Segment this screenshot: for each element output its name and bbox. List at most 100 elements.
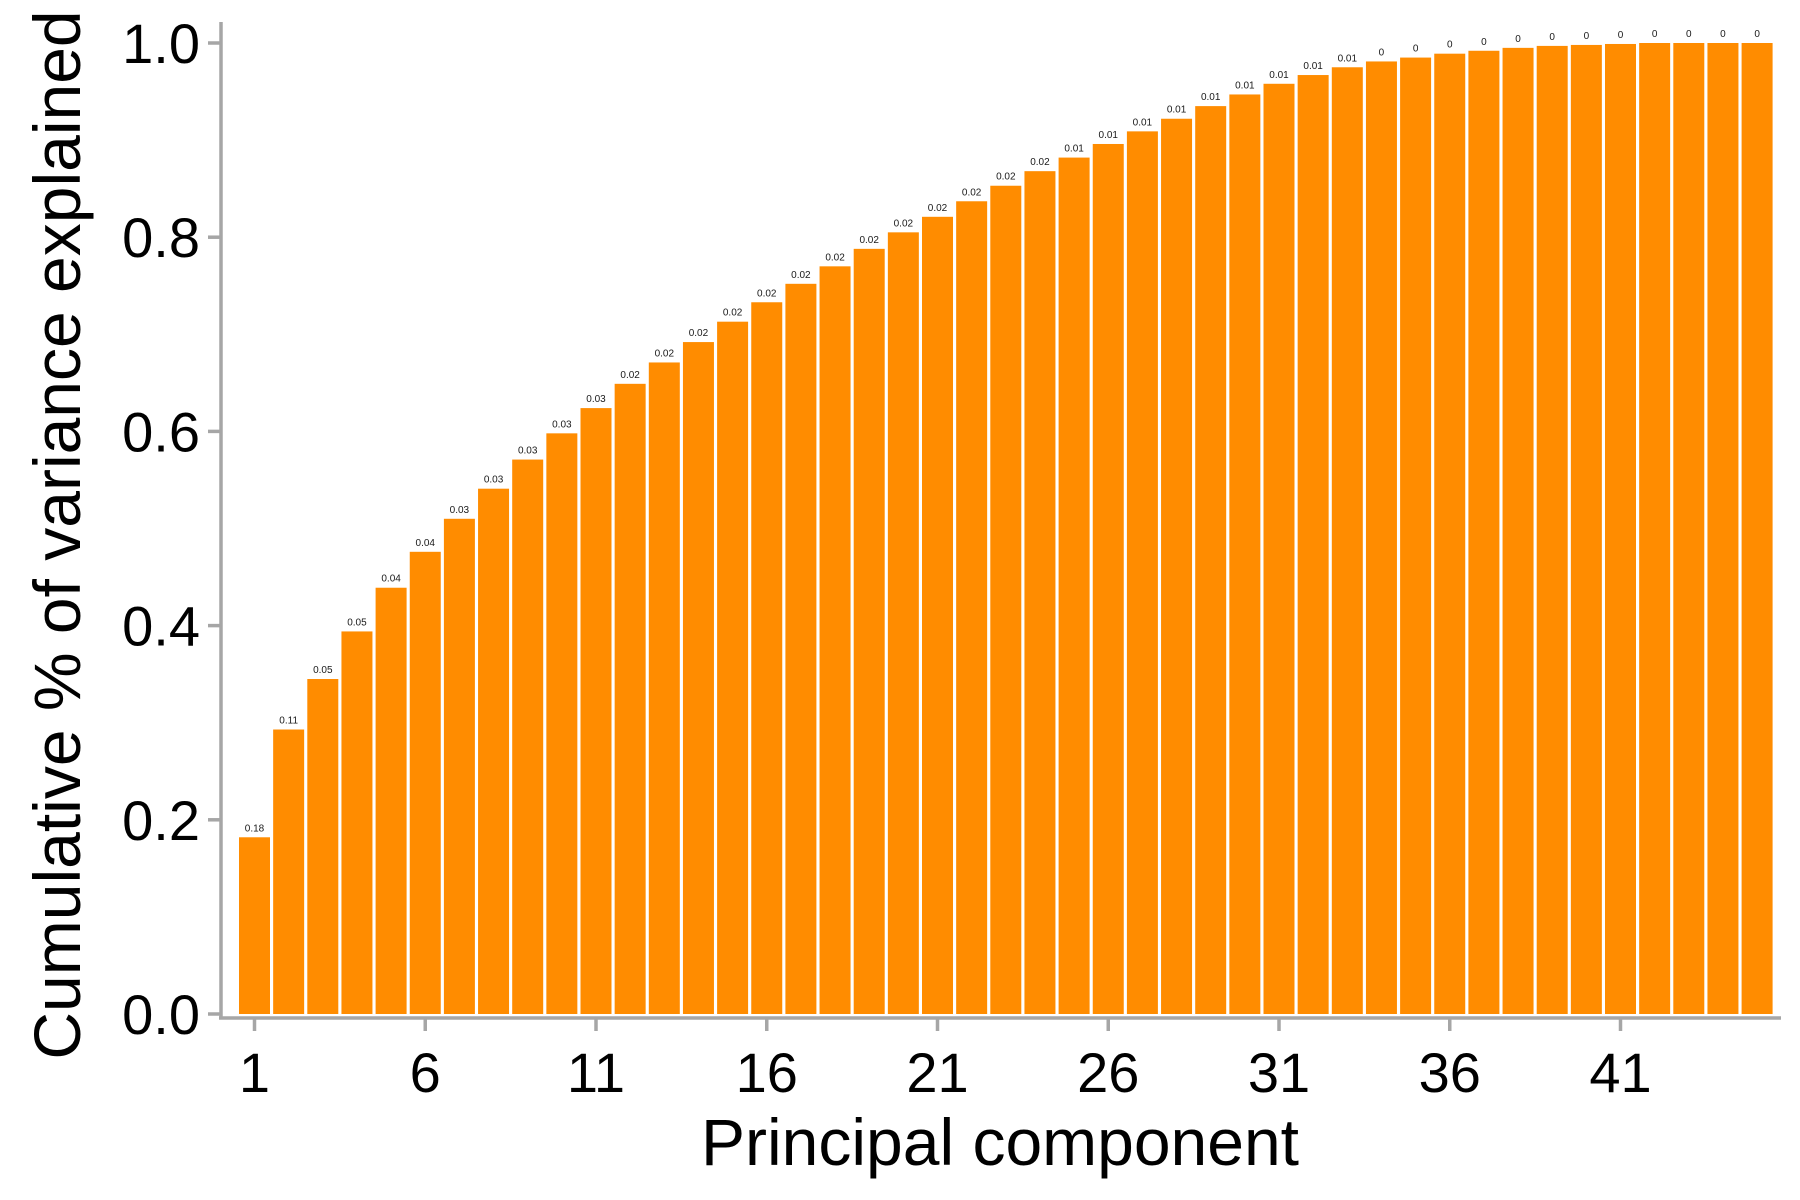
bar-value-label-6: 0.04 <box>416 538 436 549</box>
bar-value-label-4: 0.05 <box>347 617 367 628</box>
bar-value-label-33: 0.01 <box>1338 53 1358 64</box>
bar-pc-19 <box>853 248 885 1015</box>
bar-pc-38 <box>1502 47 1534 1015</box>
bar-value-label-25: 0.01 <box>1064 144 1084 155</box>
bar-value-label-2: 0.11 <box>279 716 298 727</box>
bar-pc-44 <box>1707 43 1739 1014</box>
bar-pc-6 <box>409 551 441 1014</box>
bar-value-label-18: 0.02 <box>825 252 845 263</box>
bar-value-label-37: 0 <box>1481 37 1487 48</box>
y-tick-label: 0.0 <box>122 983 200 1046</box>
bar-pc-33 <box>1331 67 1363 1014</box>
bar-value-label-22: 0.02 <box>962 187 982 198</box>
x-tick-label: 11 <box>567 1041 625 1104</box>
bar-pc-13 <box>648 362 680 1015</box>
bar-pc-30 <box>1229 94 1261 1014</box>
x-tick-label: 21 <box>906 1041 968 1104</box>
bar-value-label-41: 0 <box>1618 30 1624 41</box>
bar-value-label-7: 0.03 <box>450 505 470 516</box>
x-axis-title: Principal component <box>701 1105 1299 1179</box>
bar-pc-4 <box>341 631 373 1014</box>
y-tick-label: 0.8 <box>122 206 200 269</box>
x-tick-label: 36 <box>1419 1041 1481 1104</box>
bar-pc-12 <box>614 383 646 1014</box>
bar-value-label-5: 0.04 <box>381 574 401 585</box>
bar-pc-43 <box>1673 43 1705 1014</box>
bar-pc-7 <box>443 518 475 1014</box>
x-tick-label: 6 <box>410 1041 441 1104</box>
bar-pc-22 <box>956 201 988 1014</box>
bar-value-label-8: 0.03 <box>484 475 504 486</box>
bar-value-label-31: 0.01 <box>1269 70 1289 81</box>
bar-pc-21 <box>922 216 953 1014</box>
bar-value-label-45: 0 <box>1754 29 1760 40</box>
bar-value-label-10: 0.03 <box>552 419 572 430</box>
bar-pc-35 <box>1400 57 1432 1014</box>
bar-value-label-42: 0 <box>1652 29 1658 40</box>
bar-pc-27 <box>1126 131 1158 1015</box>
bar-value-label-13: 0.02 <box>655 348 675 359</box>
bar-pc-39 <box>1536 45 1568 1015</box>
bar-value-label-38: 0 <box>1515 34 1521 45</box>
bar-pc-25 <box>1058 157 1090 1014</box>
bar-value-label-15: 0.02 <box>723 308 743 319</box>
bar-value-label-34: 0 <box>1379 47 1385 58</box>
bar-pc-15 <box>717 321 749 1014</box>
x-tick-label: 31 <box>1248 1041 1310 1104</box>
bar-value-label-28: 0.01 <box>1167 105 1187 116</box>
x-tick-label: 1 <box>239 1041 270 1104</box>
bar-value-label-21: 0.02 <box>928 203 948 214</box>
bar-pc-14 <box>682 342 714 1014</box>
bar-pc-16 <box>751 302 783 1014</box>
bar-pc-28 <box>1161 118 1193 1015</box>
bar-value-label-35: 0 <box>1413 44 1419 55</box>
bar-pc-9 <box>512 459 544 1014</box>
bar-value-label-26: 0.01 <box>1099 130 1119 141</box>
bar-pc-31 <box>1263 83 1295 1014</box>
bar-pc-40 <box>1570 44 1602 1014</box>
bar-value-label-44: 0 <box>1720 29 1726 40</box>
x-ticks-group: 1 6 11 16 21 26 31 36 41 <box>239 1018 1652 1104</box>
bar-pc-8 <box>478 488 510 1014</box>
bar-value-label-30: 0.01 <box>1235 80 1255 91</box>
axes-group <box>219 22 1781 1020</box>
bar-value-label-36: 0 <box>1447 40 1453 51</box>
bar-pc-3 <box>307 679 339 1014</box>
bar-value-label-9: 0.03 <box>518 446 538 457</box>
bar-value-label-24: 0.02 <box>1030 157 1050 168</box>
bar-pc-18 <box>819 266 851 1015</box>
y-tick-label: 1.0 <box>122 12 200 75</box>
y-tick-label: 0.4 <box>122 595 200 658</box>
bar-value-label-11: 0.03 <box>586 394 606 405</box>
bar-value-label-40: 0 <box>1584 31 1590 42</box>
y-axis-title: Cumulative % of variance explained <box>20 10 94 1059</box>
x-tick-label: 26 <box>1077 1041 1139 1104</box>
bar-pc-45 <box>1741 43 1773 1014</box>
bar-value-label-12: 0.02 <box>620 370 640 381</box>
bar-pc-17 <box>785 283 817 1014</box>
bar-pc-37 <box>1468 50 1500 1014</box>
bar-value-label-17: 0.02 <box>791 270 811 281</box>
bar-pc-20 <box>887 232 919 1015</box>
bar-value-label-20: 0.02 <box>894 218 914 229</box>
bar-value-label-32: 0.01 <box>1303 61 1323 72</box>
bar-value-label-19: 0.02 <box>859 235 879 246</box>
bar-value-label-16: 0.02 <box>757 288 777 299</box>
bar-pc-5 <box>375 587 407 1014</box>
bar-value-label-43: 0 <box>1686 29 1692 40</box>
x-tick-label: 41 <box>1589 1041 1651 1104</box>
bar-value-label-14: 0.02 <box>689 328 709 339</box>
bar-value-label-1: 0.18 <box>245 823 265 834</box>
bar-labels-group: 0.18 0.11 0.05 0.05 0.04 0.04 0.03 0.03 0.03 0.03… <box>245 29 1761 834</box>
bar-pc-26 <box>1092 143 1124 1015</box>
bar-value-label-3: 0.05 <box>313 665 333 676</box>
bars-group <box>239 43 1773 1015</box>
y-tick-label: 0.2 <box>122 789 200 852</box>
bar-value-label-29: 0.01 <box>1201 92 1221 103</box>
bar-pc-34 <box>1365 61 1397 1014</box>
bar-pc-29 <box>1195 106 1227 1015</box>
x-tick-label: 16 <box>736 1041 798 1104</box>
bar-pc-36 <box>1434 53 1466 1015</box>
y-ticks-group: 0.0 0.2 0.4 0.6 0.8 1.0 <box>122 12 221 1046</box>
